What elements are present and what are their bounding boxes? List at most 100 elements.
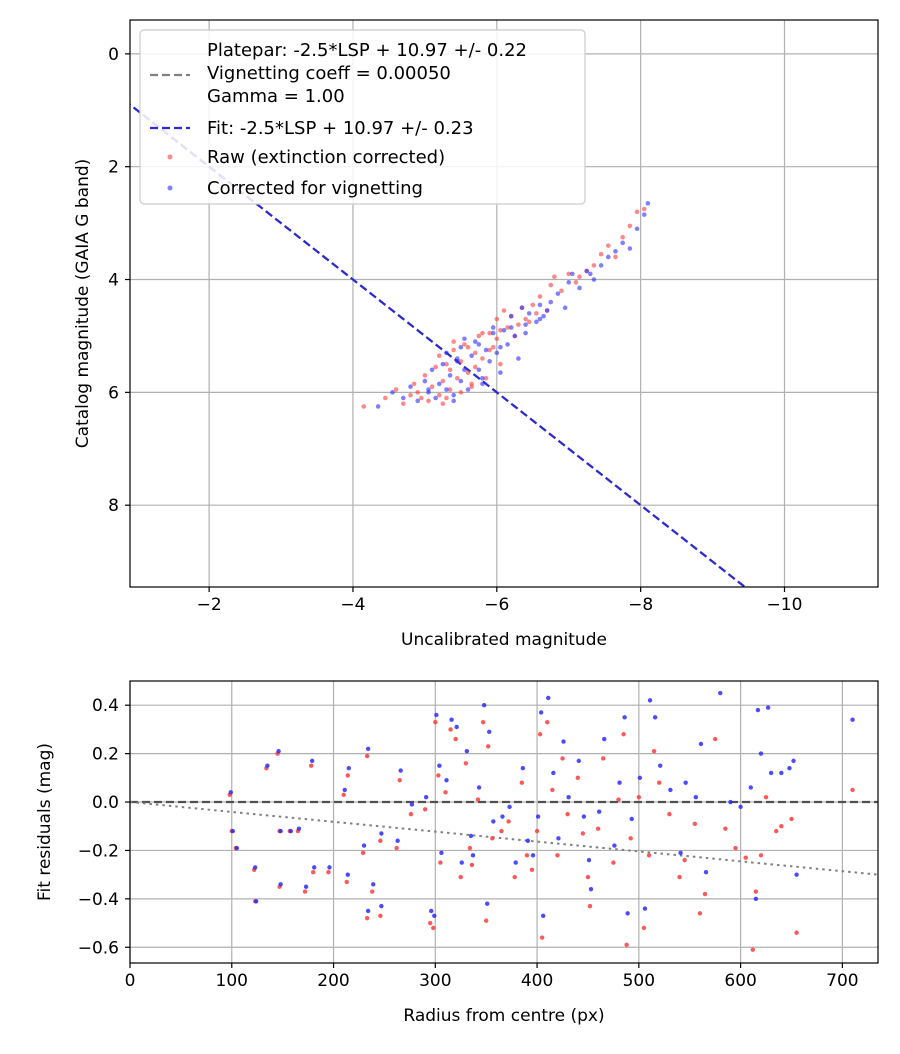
- data-point: [296, 826, 302, 831]
- data-point: [480, 330, 485, 336]
- data-point: [545, 719, 550, 725]
- data-point: [401, 395, 406, 401]
- data-point: [429, 367, 435, 373]
- data-point: [748, 785, 753, 790]
- data-point: [646, 853, 652, 858]
- data-point: [469, 862, 475, 868]
- data-point: [602, 736, 607, 742]
- data-point: [552, 274, 557, 280]
- data-point: [429, 384, 435, 390]
- data-point: [577, 285, 582, 291]
- data-point: [634, 226, 640, 232]
- data-point: [398, 768, 403, 773]
- data-point: [544, 308, 550, 313]
- data-point: [668, 787, 673, 793]
- data-point: [234, 845, 240, 851]
- data-point: [613, 254, 618, 260]
- data-point: [422, 807, 428, 812]
- data-point: [585, 874, 591, 880]
- data-point: [548, 282, 554, 288]
- data-point: [436, 392, 442, 398]
- y-tick-label: 8: [108, 496, 119, 516]
- data-point: [451, 347, 456, 353]
- data-point: [364, 753, 370, 759]
- data-point: [677, 874, 682, 880]
- data-point: [408, 384, 413, 390]
- data-point: [393, 387, 399, 392]
- data-point: [491, 819, 496, 824]
- x-tick-label: 0: [125, 971, 136, 991]
- data-point: [560, 756, 565, 761]
- data-point: [507, 804, 512, 810]
- data-point: [490, 836, 495, 841]
- data-point: [476, 342, 482, 347]
- data-point: [462, 336, 467, 342]
- y-tick-label: 2: [108, 158, 119, 178]
- data-point: [624, 942, 629, 948]
- data-point: [451, 392, 456, 398]
- data-point: [469, 381, 474, 387]
- data-point: [539, 935, 545, 940]
- data-point: [651, 748, 657, 754]
- data-point: [667, 811, 672, 817]
- y-tick-label: 0: [108, 45, 119, 65]
- data-point: [570, 271, 575, 277]
- data-point: [487, 359, 492, 364]
- plot-area: [130, 103, 747, 587]
- data-point: [647, 698, 653, 703]
- data-point: [440, 361, 446, 367]
- data-point: [575, 775, 580, 781]
- data-point: [252, 865, 258, 870]
- y-axis-label: Fit residuals (mag): [35, 743, 55, 901]
- data-point: [576, 758, 581, 764]
- data-point: [439, 850, 444, 856]
- data-point: [738, 804, 743, 810]
- data-point: [378, 838, 383, 843]
- data-point: [779, 770, 784, 776]
- data-point: [526, 319, 532, 325]
- data-point: [472, 339, 478, 344]
- data-point: [408, 392, 413, 398]
- data-point: [447, 387, 453, 392]
- y-tick-label: 4: [108, 271, 119, 291]
- data-point: [288, 828, 293, 834]
- y-tick-label: 0.2: [92, 745, 119, 765]
- data-point: [794, 872, 799, 877]
- data-point: [501, 308, 507, 313]
- data-point: [586, 857, 592, 863]
- data-point: [472, 350, 478, 356]
- data-point: [538, 710, 544, 715]
- data-point: [498, 361, 503, 367]
- data-point: [451, 339, 456, 344]
- data-point: [379, 903, 384, 909]
- data-point: [627, 223, 633, 229]
- data-point: [530, 302, 536, 308]
- data-point: [622, 715, 627, 720]
- data-point: [310, 870, 316, 875]
- data-point: [499, 828, 504, 834]
- data-point: [562, 305, 568, 311]
- data-point: [360, 850, 366, 856]
- data-point: [519, 780, 525, 785]
- data-point: [591, 263, 597, 268]
- axes-frame: [129, 19, 879, 588]
- data-point: [498, 327, 503, 333]
- data-point: [566, 271, 572, 277]
- data-point: [486, 744, 491, 749]
- data-point: [480, 375, 485, 381]
- data-point: [418, 395, 424, 401]
- x-axis-label: Uncalibrated magnitude: [401, 630, 607, 650]
- data-point: [779, 824, 784, 829]
- fit-line: [130, 103, 747, 587]
- data-point: [429, 908, 434, 914]
- data-point: [516, 356, 521, 361]
- data-point: [755, 707, 761, 713]
- data-point: [364, 916, 370, 921]
- data-point: [537, 316, 543, 322]
- data-point: [516, 322, 521, 327]
- data-point: [494, 316, 500, 322]
- data-point: [718, 690, 723, 696]
- data-point: [505, 325, 510, 330]
- data-point: [345, 773, 350, 778]
- y-tick-label: −0.6: [78, 938, 119, 958]
